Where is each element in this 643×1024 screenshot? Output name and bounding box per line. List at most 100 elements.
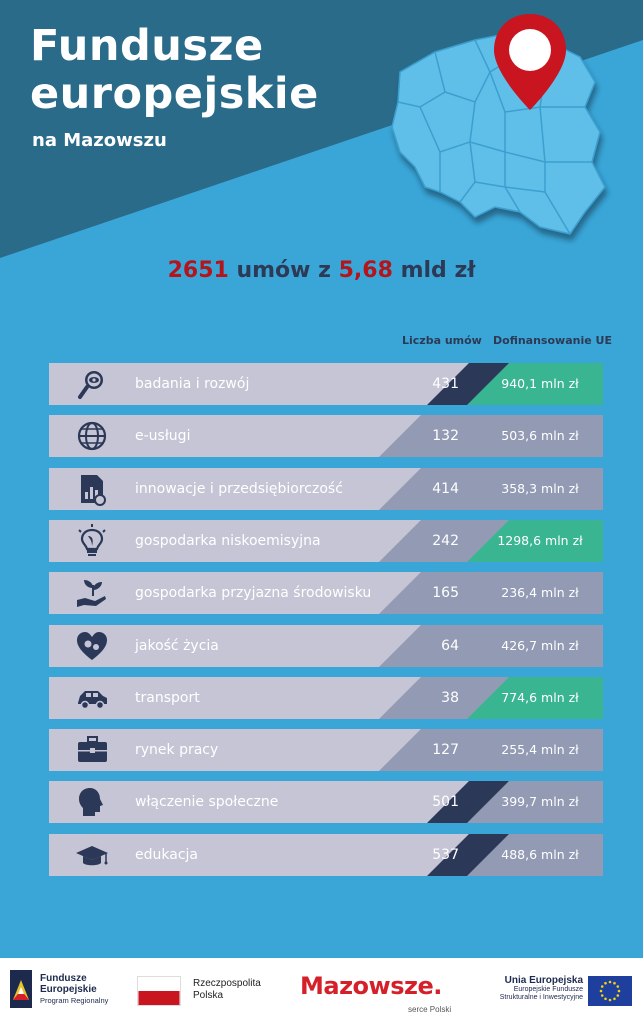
row-funding: 774,6 mln zł	[501, 689, 579, 705]
briefcase-icon	[78, 736, 107, 763]
row-background	[49, 676, 603, 719]
row-funding: 255,4 mln zł	[501, 742, 579, 758]
table-row: jakość życia 64 426,7 mln zł	[49, 624, 603, 667]
title-line-2: europejskie	[30, 69, 319, 119]
table-row: rynek pracy 127 255,4 mln zł	[49, 729, 603, 772]
eu-star-icon	[604, 981, 607, 985]
magnifier-eye-icon	[78, 371, 103, 399]
footer-logos: Fundusze Europejskie Program Regionalny …	[0, 958, 643, 1024]
heart-gears-icon	[77, 631, 107, 660]
rzeczpospolita-text: Rzeczpospolita Polska	[193, 978, 261, 1002]
row-label: jakość życia	[135, 637, 219, 654]
summary-line: 2651 umów z 5,68 mld zł	[0, 258, 643, 283]
row-funding: 399,7 mln zł	[501, 794, 579, 810]
row-funding: 426,7 mln zł	[501, 637, 579, 653]
row-funding: 503,6 mln zł	[501, 428, 579, 444]
funding-band	[467, 833, 603, 876]
page-title: Fundusze europejskie	[30, 22, 319, 118]
row-count: 431	[432, 376, 459, 392]
contracts-total: 2651	[167, 258, 229, 283]
row-funding: 940,1 mln zł	[501, 376, 579, 391]
eu-star-icon	[604, 997, 607, 1001]
funding-band	[467, 467, 603, 510]
funding-band	[467, 624, 603, 667]
row-count: 165	[432, 585, 459, 602]
row-label: gospodarka niskoemisyjna	[135, 532, 321, 549]
pl-line-1: Rzeczpospolita	[193, 978, 261, 989]
row-label: innowacje i przedsiębiorczość	[135, 480, 343, 497]
table-row: włączenie społeczne 501 399,7 mln zł	[49, 781, 603, 824]
eu-star-icon	[616, 985, 620, 988]
eu-line-3: Strukturalne i Inwestycyjne	[499, 994, 583, 1001]
eu-star-icon	[608, 998, 612, 1002]
head-profile-icon	[79, 788, 103, 817]
funding-total: 5,68	[338, 258, 393, 283]
funding-band	[467, 729, 603, 772]
car-icon	[78, 690, 107, 710]
column-header-funding: Dofinansowanie UE	[493, 334, 612, 347]
table-row: innowacje i przedsiębiorczość 414 358,3 ml…	[49, 467, 603, 510]
graduation-cap-icon	[76, 845, 108, 865]
table-row: gospodarka przyjazna środowisku 165 236,4 …	[49, 572, 603, 615]
table-row: badania i rozwój 431 940,1 mln zł	[49, 363, 603, 405]
row-count: 501	[432, 794, 459, 811]
row-label: gospodarka przyjazna środowisku	[135, 585, 372, 602]
row-background	[49, 729, 603, 772]
eu-star-icon	[616, 994, 620, 997]
row-label: badania i rozwój	[135, 376, 250, 392]
summary-middle: umów z	[228, 258, 339, 283]
document-chart-icon	[81, 474, 106, 506]
eu-line-1: Unia Europejska	[504, 975, 583, 986]
eu-flag-icon	[588, 976, 632, 1006]
row-background	[49, 781, 603, 824]
fe-line-2: Europejskie	[40, 984, 97, 995]
table-row: e-usługi 132 503,6 mln zł	[49, 415, 603, 458]
row-label: edukacja	[135, 846, 198, 863]
eu-star-icon	[617, 989, 621, 993]
eu-star-icon	[613, 997, 616, 1001]
row-background	[49, 415, 603, 458]
funding-band	[467, 519, 603, 562]
row-background	[49, 833, 603, 876]
table-row: transport 38 774,6 mln zł	[49, 676, 603, 719]
page-subtitle: na Mazowszu	[32, 130, 167, 151]
row-count: 414	[432, 480, 459, 497]
funding-band	[467, 572, 603, 615]
table-row: gospodarka niskoemisyjna 242 1298,6 mln zł	[49, 519, 603, 562]
row-background	[49, 363, 603, 405]
row-funding: 236,4 mln zł	[501, 585, 579, 601]
row-label: rynek pracy	[135, 742, 219, 759]
row-count: 64	[441, 637, 459, 654]
globe-icon	[77, 422, 107, 451]
funding-band	[467, 781, 603, 824]
eu-star-icon	[608, 980, 612, 984]
row-funding: 358,3 mln zł	[501, 480, 579, 496]
eu-star-icon	[600, 985, 604, 988]
row-count: 38	[441, 689, 459, 706]
eu-star-icon	[600, 994, 604, 997]
location-pin-icon	[494, 14, 566, 110]
row-label: e-usługi	[135, 428, 191, 445]
eu-star-icon	[599, 989, 603, 993]
fundusze-europejskie-logo-icon	[10, 970, 32, 1008]
fe-line-3: Program Regionalny	[40, 996, 109, 1005]
fundusze-europejskie-text: Fundusze Europejskie Program Regionalny	[40, 973, 108, 1006]
poland-map-icon	[391, 14, 606, 235]
pl-line-2: Polska	[193, 990, 224, 1001]
row-funding: 1298,6 mln zł	[497, 532, 583, 548]
funding-band	[467, 676, 603, 719]
row-count: 127	[432, 742, 459, 759]
mazowsze-tagline: serce Polski	[408, 1005, 452, 1014]
title-line-1: Fundusze	[30, 21, 264, 71]
polish-flag-icon	[137, 976, 181, 1006]
row-count: 537	[432, 846, 459, 863]
lightbulb-leaf-icon	[78, 523, 106, 556]
column-header-count: Liczba umów	[402, 334, 482, 347]
eu-star-icon	[613, 981, 616, 985]
row-background	[49, 572, 603, 615]
row-funding: 488,6 mln zł	[501, 846, 579, 862]
fe-line-1: Fundusze	[40, 973, 87, 984]
summary-unit: mld zł	[392, 258, 476, 283]
eu-line-2: Europejskie Fundusze	[513, 986, 583, 993]
row-count: 132	[432, 428, 459, 445]
